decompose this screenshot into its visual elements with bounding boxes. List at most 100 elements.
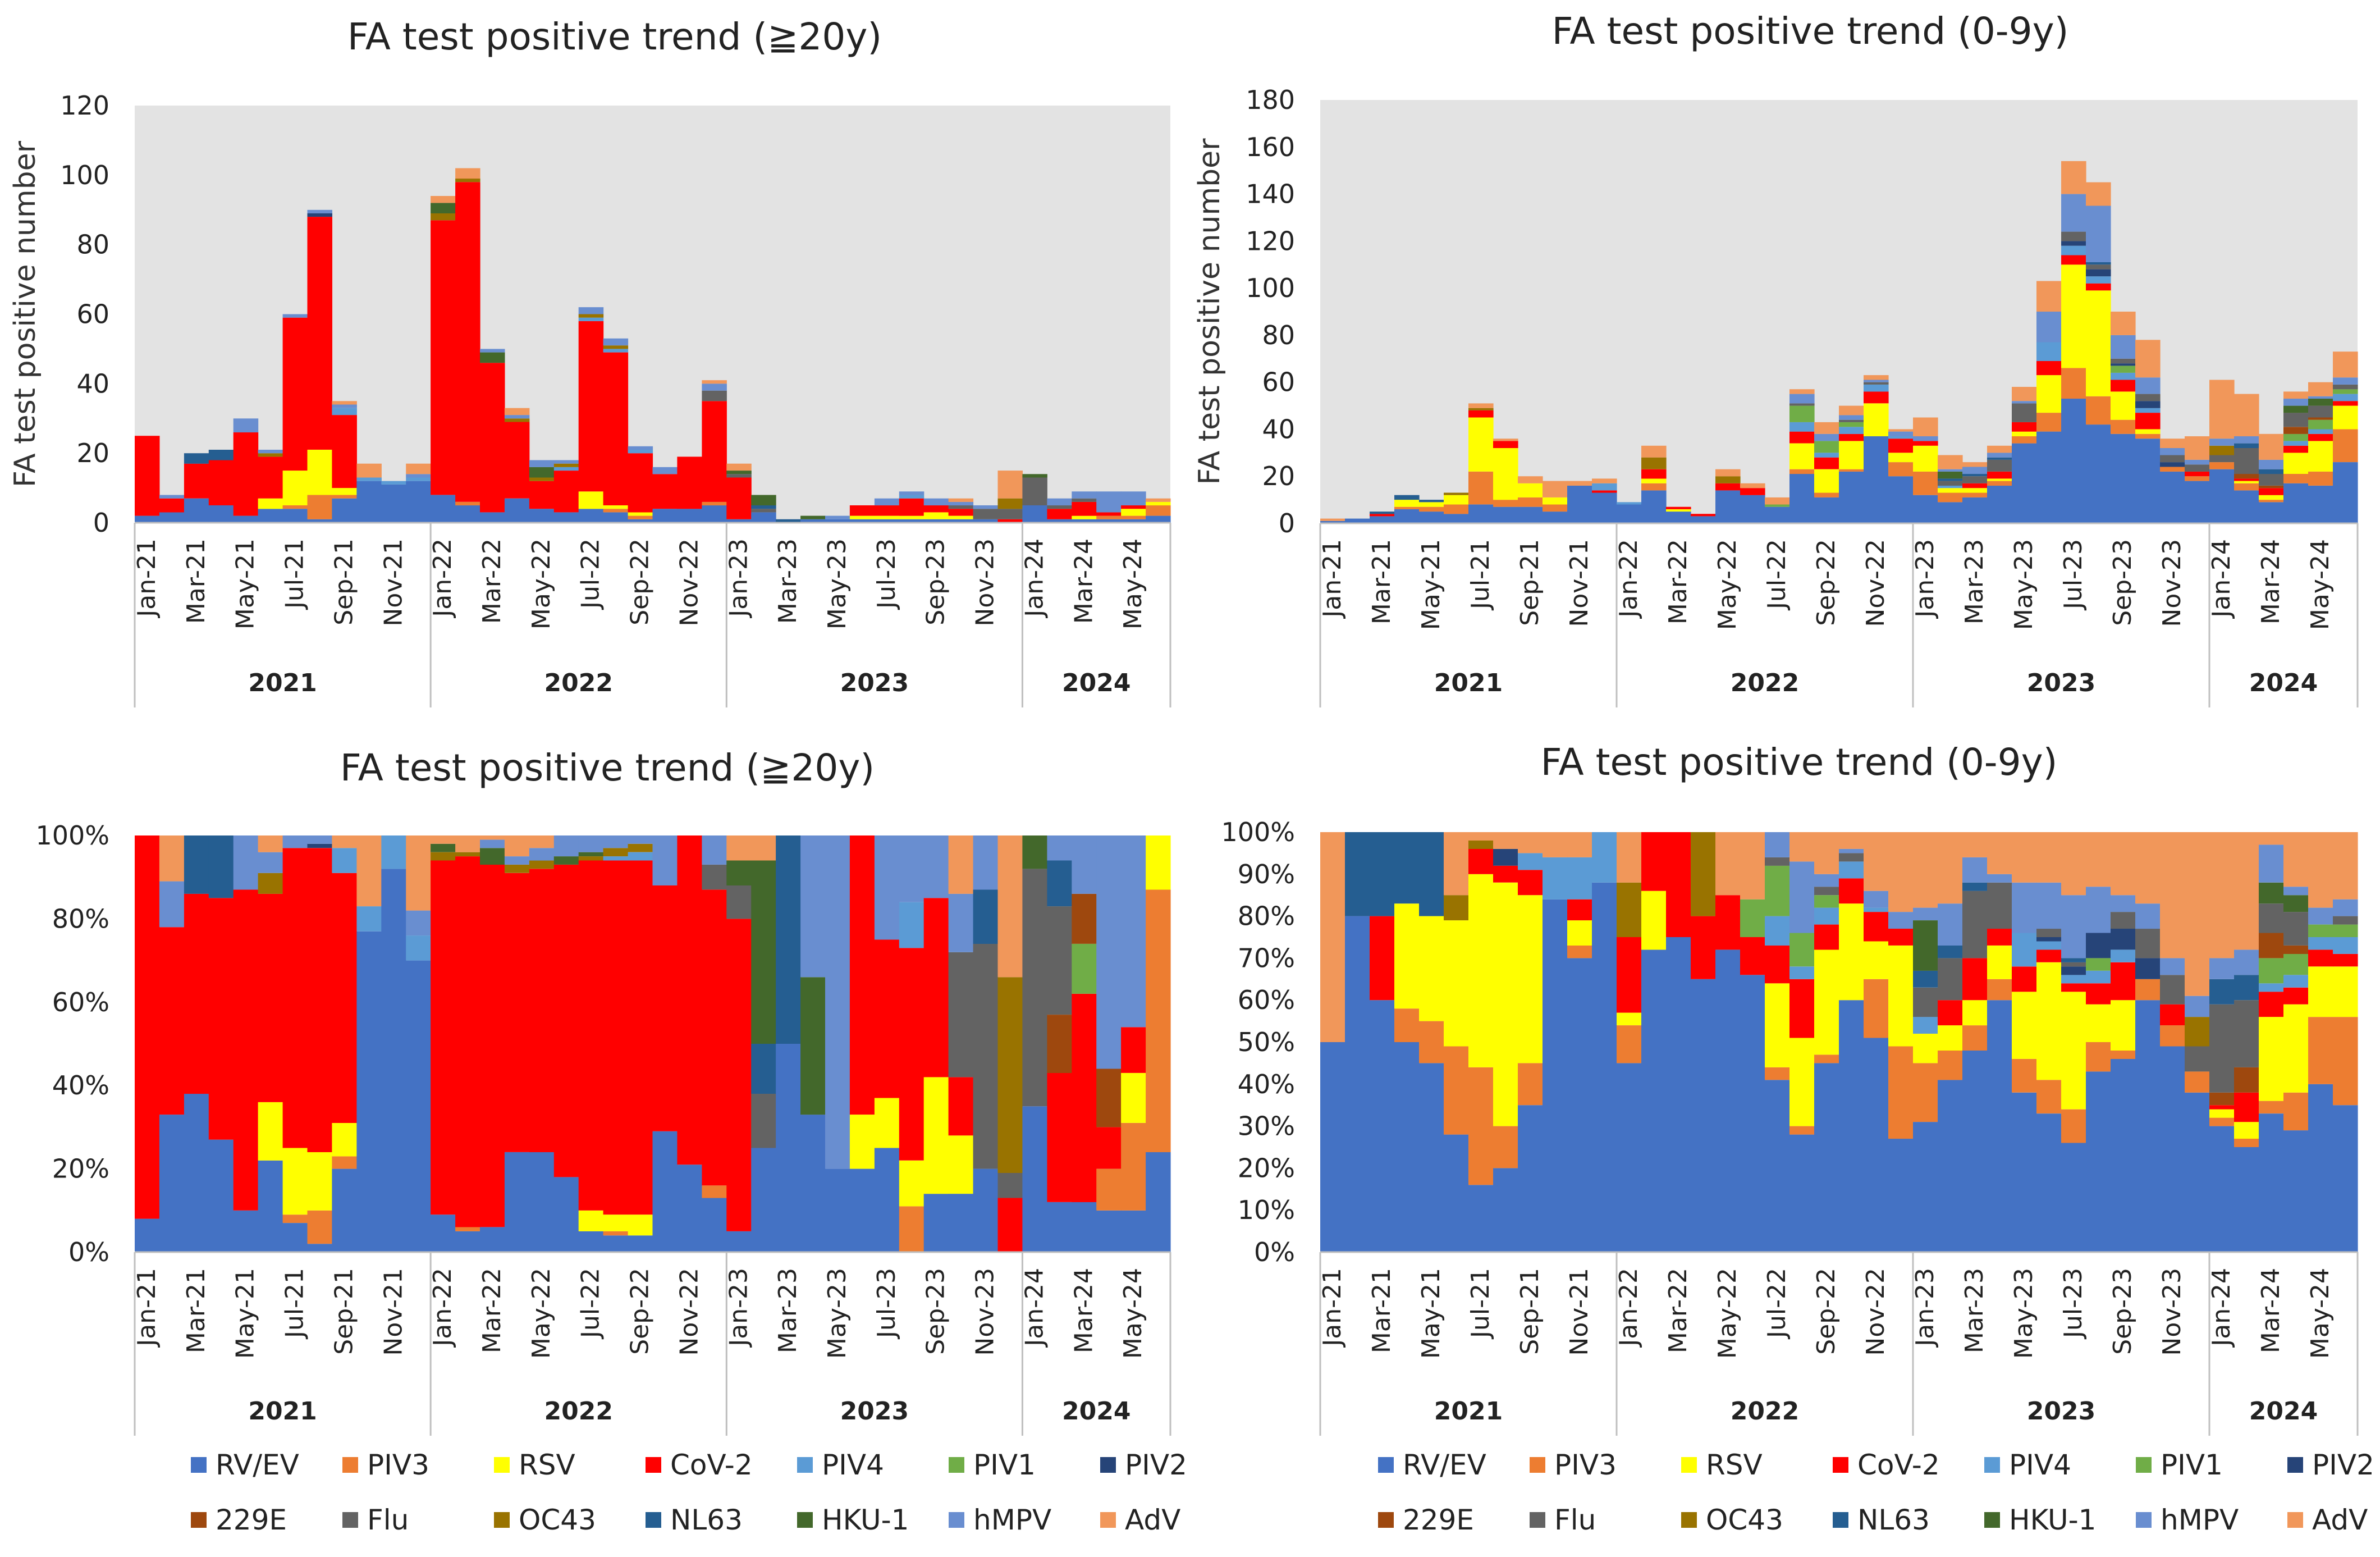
bar-segment	[1913, 417, 1938, 436]
bar-segment	[553, 471, 579, 513]
bar-segment	[2036, 949, 2062, 962]
year-label: 2023	[2027, 1397, 2095, 1426]
bar-segment	[1493, 448, 1518, 500]
bar-segment	[628, 852, 653, 861]
bar-segment	[1096, 835, 1122, 1069]
legend-swatch	[797, 1457, 813, 1473]
bar-segment	[553, 512, 579, 523]
bar-segment	[1938, 455, 1963, 469]
bar-segment	[1518, 483, 1543, 497]
bar-segment	[1740, 495, 1765, 523]
bar-segment	[1888, 929, 1914, 946]
bar-segment	[2086, 182, 2111, 206]
x-tick-label: Mar-22	[1664, 539, 1692, 624]
bar-segment	[1814, 1054, 1839, 1063]
bar-segment	[307, 835, 332, 844]
bar-segment	[1962, 1000, 1988, 1026]
bar-segment	[480, 512, 505, 523]
bar-segment	[2036, 342, 2062, 361]
bar-segment	[1938, 946, 1963, 958]
bar-segment	[1493, 832, 1518, 849]
bar-segment	[2061, 1143, 2086, 1252]
bar-segment	[849, 515, 875, 519]
bar-segment	[652, 474, 678, 509]
legend-item: PIV1	[949, 1449, 1100, 1481]
bar-segment	[2111, 312, 2136, 335]
bar-segment	[1617, 1012, 1642, 1025]
x-tick-label: Jan-24	[2207, 1268, 2236, 1348]
bar-segment	[1394, 506, 1420, 509]
bar-segment	[1394, 500, 1420, 507]
bar-segment	[1962, 1025, 1988, 1051]
bar-segment	[948, 1194, 974, 1252]
bar-segment	[1789, 443, 1815, 469]
bar-segment	[1839, 848, 1864, 853]
bar-segment	[628, 1214, 653, 1236]
bar-segment	[2185, 436, 2210, 460]
bar-segment	[973, 509, 999, 519]
bar-segment	[2283, 946, 2309, 954]
bar-segment	[2086, 396, 2111, 425]
bar-segment	[381, 869, 406, 1252]
bar-segment	[849, 519, 875, 523]
bar-segment	[282, 848, 308, 1148]
bar-segment	[504, 864, 530, 873]
bar-segment	[1121, 1027, 1146, 1073]
bar-segment	[1592, 490, 1617, 493]
bar-segment	[1022, 869, 1047, 1107]
bar-segment	[677, 1165, 702, 1252]
bar-segment	[2308, 1084, 2333, 1252]
bar-segment	[2135, 340, 2161, 378]
bar-segment	[652, 467, 678, 474]
bar-segment	[332, 848, 357, 873]
bar-segment	[997, 1198, 1023, 1252]
bar-segment	[455, 852, 480, 857]
x-tick-label: Jan-21	[132, 1268, 161, 1348]
bar-segment	[332, 401, 357, 405]
bar-segment	[1493, 439, 1518, 441]
bar-segment	[628, 860, 653, 1215]
bar-segment	[2086, 424, 2111, 523]
bar-segment	[307, 843, 332, 848]
x-tick-label: Mar-23	[1960, 1268, 1989, 1353]
bar-segment	[356, 835, 382, 907]
bar-segment	[1468, 417, 1494, 472]
bar-segment	[1864, 375, 1889, 380]
bar-segment	[2209, 1092, 2235, 1106]
bar-segment	[948, 498, 974, 502]
legend-label: RSV	[1706, 1449, 1763, 1481]
bar-segment	[1370, 916, 1395, 1001]
bar-segment	[1468, 410, 1494, 418]
chart-title: FA test positive trend (≧20y)	[340, 746, 875, 789]
bar-segment	[1468, 832, 1494, 841]
y-tick-label: 0%	[68, 1237, 109, 1267]
bar-segment	[1938, 469, 1963, 472]
bar-segment	[2308, 419, 2333, 430]
bar-segment	[1789, 389, 1815, 394]
bar-segment	[2333, 405, 2358, 430]
bar-segment	[751, 509, 776, 513]
bar-segment	[2160, 958, 2185, 975]
bar-segment	[2185, 481, 2210, 523]
bar-segment	[455, 856, 480, 1227]
x-tick-label: May-23	[2010, 1268, 2038, 1359]
x-tick-label: Nov-22	[1861, 1268, 1890, 1356]
bar-segment	[1641, 949, 1667, 1252]
bar-segment	[2036, 941, 2062, 950]
bar-segment	[1047, 906, 1072, 1015]
legend-item: PIV4	[1984, 1449, 2136, 1481]
bar-segment	[1839, 1000, 1864, 1252]
bar-segment	[899, 515, 924, 519]
bar-segment	[1518, 1063, 1543, 1106]
bar-segment	[1740, 488, 1765, 495]
bar-segment	[628, 1235, 653, 1252]
bar-segment	[307, 1152, 332, 1211]
bar-segment	[1444, 1134, 1469, 1252]
bar-segment	[1814, 1063, 1839, 1252]
bar-segment	[899, 498, 924, 516]
bar-segment	[184, 498, 209, 523]
bar-segment	[1394, 832, 1420, 904]
bar-segment	[2333, 966, 2358, 1017]
bar-segment	[1715, 832, 1741, 896]
